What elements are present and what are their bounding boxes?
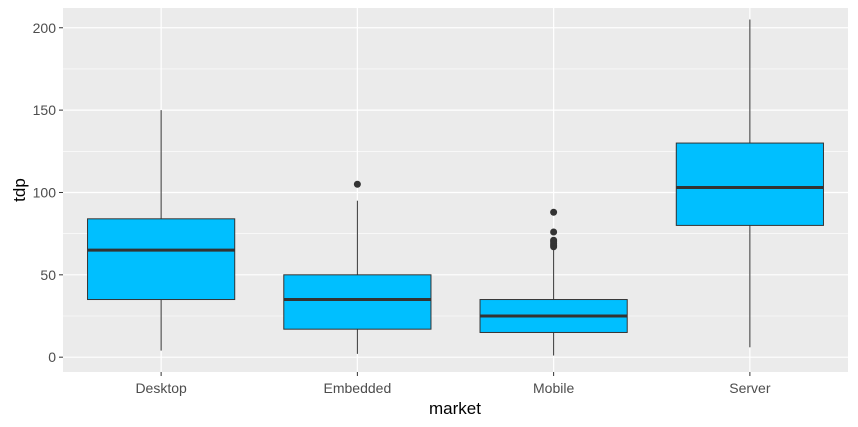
box-desktop bbox=[87, 110, 236, 351]
box-mobile bbox=[479, 208, 628, 356]
box-embedded bbox=[283, 180, 432, 354]
y-tick-label: 150 bbox=[33, 102, 57, 118]
y-axis: 0 50 100 150 200 bbox=[33, 20, 63, 365]
box-iqr bbox=[283, 274, 432, 330]
box-iqr bbox=[87, 218, 236, 301]
y-tick-label: 200 bbox=[33, 20, 57, 36]
box-server bbox=[675, 19, 824, 348]
y-tick-label: 50 bbox=[40, 267, 56, 283]
x-axis-title: market bbox=[429, 399, 481, 418]
box-series bbox=[87, 19, 824, 356]
x-axis: Desktop Embedded Mobile Server bbox=[135, 372, 771, 396]
outlier-point bbox=[550, 208, 558, 216]
outlier-point bbox=[550, 228, 558, 236]
outlier-point bbox=[550, 236, 558, 244]
y-axis-title: tdp bbox=[10, 178, 29, 202]
outlier-point bbox=[353, 180, 361, 188]
y-tick-label: 0 bbox=[48, 349, 56, 365]
x-tick-label: Server bbox=[729, 380, 771, 396]
x-tick-label: Desktop bbox=[135, 380, 187, 396]
x-tick-label: Mobile bbox=[533, 380, 574, 396]
y-tick-label: 100 bbox=[33, 184, 57, 200]
box-iqr bbox=[675, 142, 824, 226]
x-tick-label: Embedded bbox=[324, 380, 392, 396]
